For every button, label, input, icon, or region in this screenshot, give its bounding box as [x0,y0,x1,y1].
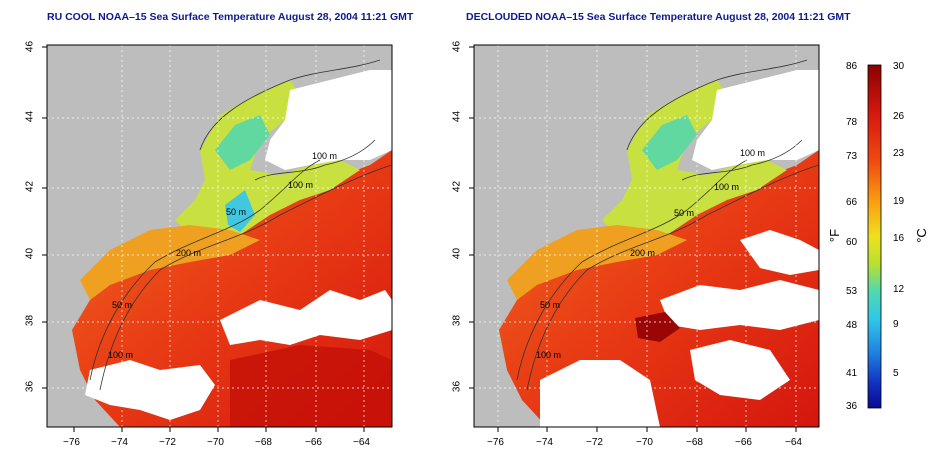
contour-label: 200 m [630,248,656,258]
y-tick-label: 44 [451,110,463,123]
x-tick-label: −64 [785,437,802,448]
deep-warm-water [230,345,392,427]
y-tick-label: 44 [24,110,36,123]
y-tick-label: 40 [24,247,36,260]
cloud-patch [690,340,790,400]
contour-label: 50 m [674,208,695,218]
colorbar-c-label: 12 [893,284,905,295]
colorbar-f-label: 60 [846,237,858,248]
colorbar-f-label: 86 [846,61,858,72]
right-map [474,45,819,427]
right-panel-title: DECLOUDED NOAA–15 Sea Surface Temperatur… [466,11,851,23]
colorbar-c-label: 9 [893,319,899,330]
colorbar [867,64,882,409]
contour-label: 100 m [714,182,740,192]
colorbar-c-label: 16 [893,233,905,244]
x-tick-label: −72 [159,437,176,448]
x-tick-label: −76 [63,437,80,448]
colorbar-c-label: 23 [893,148,905,159]
x-tick-label: −74 [536,437,553,448]
contour-label: 100 m [288,180,314,190]
contour-label: 100 m [740,148,766,158]
x-tick-label: −76 [487,437,504,448]
cool-water-shelf [175,80,360,240]
x-tick-label: −70 [636,437,653,448]
y-tick-label: 42 [24,180,36,193]
cyan-water [642,115,697,170]
grid-lines [474,45,819,427]
deep-warm-water [635,312,680,342]
bathymetry-contours [89,59,392,391]
celsius-unit: °C [913,228,929,243]
x-tick-label: −68 [255,437,272,448]
y-tick-label: 38 [24,314,36,327]
contour-label: 50 m [540,300,561,310]
cloud-patch [660,280,819,330]
x-tick-label: −66 [735,437,752,448]
shelf-water [80,225,260,300]
colorbar-f-label: 53 [846,286,858,297]
colorbar-c-label: 30 [893,61,905,72]
y-tick-label: 42 [451,180,463,193]
bathymetry-contours [516,59,819,391]
x-tick-label: −72 [586,437,603,448]
y-tick-label: 40 [451,247,463,260]
y-tick-label: 38 [451,314,463,327]
colorbar-c-label: 5 [893,368,899,379]
colorbar-f-label: 78 [846,117,858,128]
contour-label: 50 m [112,300,133,310]
shelf-water [507,225,687,300]
y-tick-label: 36 [451,380,463,393]
contour-label: 100 m [312,151,338,161]
left-map [47,45,392,427]
contour-label: 100 m [108,350,134,360]
colorbar-c-label: 26 [893,111,905,122]
tick-marks [42,46,797,432]
contour-label: 200 m [176,248,202,258]
colorbar-c-label: 19 [893,196,905,207]
x-tick-label: −74 [111,437,128,448]
y-tick-label: 46 [24,40,36,53]
left-map-frame [46,44,393,428]
x-tick-label: −64 [353,437,370,448]
cloud-shelf [692,70,819,170]
y-tick-label: 36 [24,380,36,393]
cloud-patch [740,230,819,275]
cyan-water [225,190,255,232]
colorbar-f-label: 48 [846,320,858,331]
cool-water-shelf [602,80,787,240]
cloud-shelf [265,70,392,170]
colorbar-f-label: 73 [846,151,858,162]
colorbar-f-label: 66 [846,197,858,208]
x-tick-label: −70 [207,437,224,448]
colorbar-f-label: 36 [846,401,858,412]
y-tick-label: 46 [451,40,463,53]
x-tick-label: −68 [686,437,703,448]
left-panel-title: RU COOL NOAA–15 Sea Surface Temperature … [47,11,414,23]
cyan-water [215,115,270,170]
colorbar-f-label: 41 [846,368,858,379]
cloud-patch [540,360,660,427]
cloud-patch [85,360,215,420]
cloud-patch [220,290,392,345]
contour-label: 50 m [226,207,247,217]
contour-label: 100 m [536,350,562,360]
fahrenheit-unit: °F [827,228,843,243]
grid-lines [47,45,392,427]
x-tick-label: −66 [305,437,322,448]
